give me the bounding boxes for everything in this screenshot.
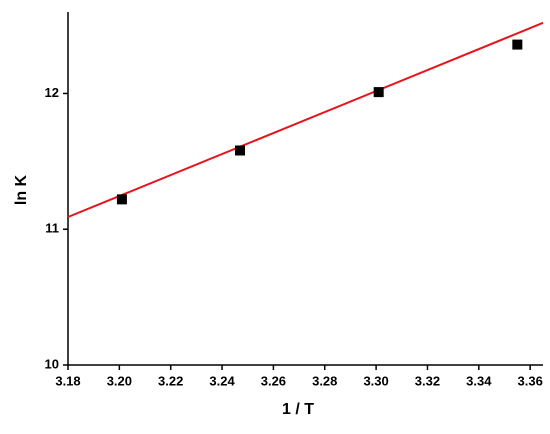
x-tick-label: 3.22 [158,373,183,388]
x-tick-label: 3.18 [55,373,80,388]
y-axis-label: ln K [13,174,30,205]
y-tick-label: 10 [45,356,59,371]
x-tick-label: 3.30 [363,373,388,388]
x-tick-label: 3.26 [261,373,286,388]
fit-line [67,21,544,218]
x-tick-label: 3.34 [466,373,492,388]
x-tick-label: 3.36 [518,373,543,388]
y-tick-label: 11 [45,221,59,236]
x-tick-label: 3.24 [209,373,235,388]
y-tick-label: 12 [45,85,59,100]
data-point [235,145,246,156]
data-point [512,39,523,50]
x-tick-label: 3.32 [415,373,440,388]
x-tick-label: 3.28 [312,373,337,388]
data-point [373,87,384,98]
x-tick-label: 3.20 [107,373,132,388]
x-axis-label: 1 / T [282,401,314,418]
data-point [116,194,127,205]
